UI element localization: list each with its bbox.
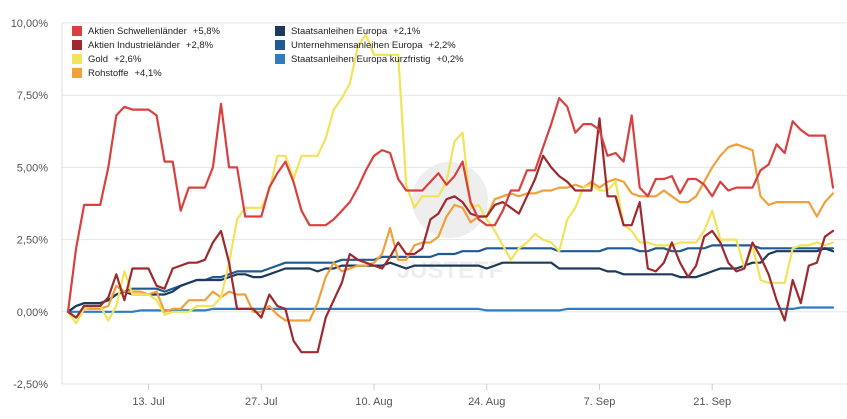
y-tick-label: -2,50%: [13, 379, 48, 391]
legend-item[interactable]: Unternehmensanleihen Europa +2,2%: [275, 40, 456, 51]
watermark-logo-circle: [412, 162, 488, 238]
x-tick-label: 7. Sep: [584, 396, 616, 408]
legend-swatch: [275, 26, 285, 36]
legend-value: +2,6%: [114, 54, 142, 65]
watermark-text: JUSTETF: [397, 257, 504, 284]
series-line-staatsanleihen-europa-kurzfristig: [66, 306, 835, 313]
x-tick-label: 24. Aug: [468, 396, 505, 408]
legend-label: Gold: [88, 54, 108, 65]
series-line-gold: [66, 33, 835, 325]
legend-item[interactable]: Staatsanleihen Europa +2,1%: [275, 26, 421, 37]
legend-label: Aktien Industrieländer: [88, 40, 180, 51]
legend-value: +0,2%: [436, 54, 464, 65]
y-tick-label: 2,50%: [17, 235, 48, 247]
y-tick-label: 0,00%: [17, 307, 48, 319]
legend-label: Rohstoffe: [88, 68, 129, 79]
legend-label: Staatsanleihen Europa: [291, 26, 388, 37]
legend-label: Unternehmensanleihen Europa: [291, 40, 423, 51]
series-line-aktien-schwellenl-nder: [66, 96, 835, 313]
legend-label: Aktien Schwellenländer: [88, 26, 187, 37]
legend-swatch: [72, 40, 82, 50]
legend-value: +2,8%: [186, 40, 214, 51]
legend-swatch: [72, 54, 82, 64]
x-tick-label: 10. Aug: [355, 396, 392, 408]
series-line-aktien-industriel-nder: [66, 117, 835, 354]
legend-swatch: [72, 26, 82, 36]
series-lines: [66, 33, 835, 354]
y-tick-label: 5,00%: [17, 162, 48, 174]
legend-label: Staatsanleihen Europa kurzfristig: [291, 54, 430, 65]
y-tick-label: 10,00%: [11, 18, 49, 30]
chart-grid: [61, 22, 847, 385]
legend-value: +5,8%: [193, 26, 221, 37]
legend-item[interactable]: Staatsanleihen Europa kurzfristig +0,2%: [275, 54, 464, 65]
legend-item[interactable]: Aktien Schwellenländer +5,8%: [72, 26, 221, 37]
legend-swatch: [275, 40, 285, 50]
legend-item[interactable]: Rohstoffe +4,1%: [72, 68, 162, 79]
legend-value: +2,1%: [393, 26, 421, 37]
series-line-rohstoffe: [66, 143, 835, 322]
x-tick-label: 21. Sep: [693, 396, 731, 408]
legend-item[interactable]: Aktien Industrieländer +2,8%: [72, 40, 214, 51]
x-tick-label: 27. Jul: [245, 396, 277, 408]
legend-value: +4,1%: [135, 68, 163, 79]
y-tick-label: 7,50%: [17, 90, 48, 102]
chart-axes: -2,50% 0,00% 2,50% 5,00% 7,50% 10,00% 13. Jul 2…: [11, 18, 731, 408]
legend-swatch: [275, 54, 285, 64]
legend-value: +2,2%: [429, 40, 457, 51]
x-tick-label: 13. Jul: [132, 396, 164, 408]
series-line-staatsanleihen-europa: [66, 247, 835, 313]
chart-legend: Aktien Schwellenländer +5,8% Aktien Indust…: [72, 26, 464, 79]
legend-item[interactable]: Gold +2,6%: [72, 54, 142, 65]
legend-swatch: [72, 68, 82, 78]
